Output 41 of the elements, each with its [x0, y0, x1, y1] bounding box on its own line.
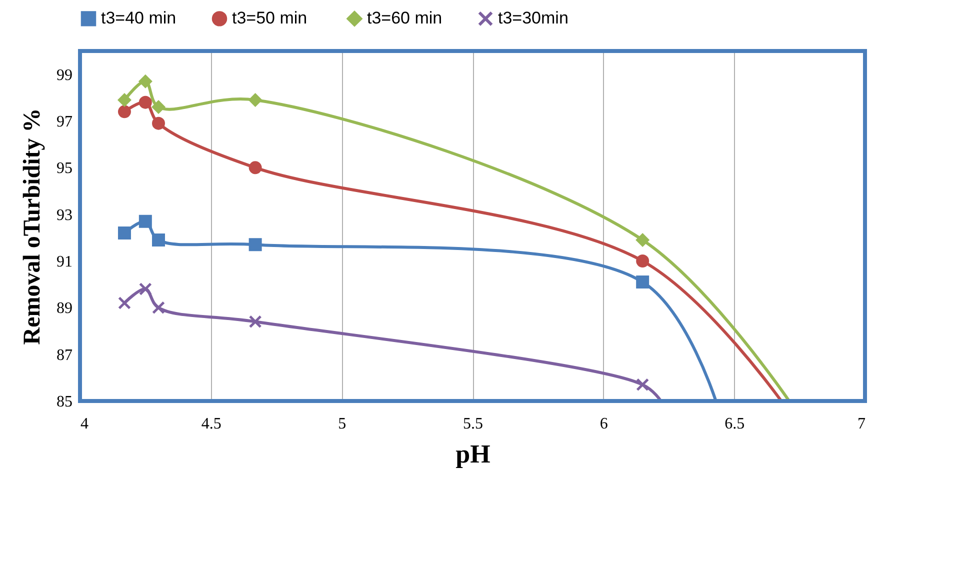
point	[248, 94, 262, 106]
point	[636, 254, 650, 268]
point	[636, 378, 650, 392]
x-tick-label: 5.5	[463, 416, 483, 432]
point	[138, 96, 152, 109]
point	[138, 74, 152, 88]
point	[248, 161, 262, 174]
x-tick-label: 4.5	[201, 416, 222, 432]
point	[248, 238, 262, 252]
point	[152, 100, 165, 114]
y-tick-label: 97	[56, 114, 72, 130]
y-tick-label: 87	[56, 346, 72, 364]
point	[138, 214, 152, 228]
legend-label: t3=50 min	[232, 8, 308, 28]
y-tick-label: 85	[56, 394, 72, 410]
point	[636, 276, 650, 288]
point	[636, 234, 650, 246]
point	[248, 315, 262, 328]
y-tick-label: 89	[56, 300, 72, 318]
y-tick-label: 95	[56, 160, 72, 178]
legend-label: t3=30min	[498, 8, 568, 28]
legend-label: t3=40 min	[101, 8, 176, 28]
y-tick-label: 91	[56, 254, 72, 270]
x-tick-label: 6	[600, 416, 608, 432]
x-axis-title: pH	[456, 440, 490, 468]
point	[118, 296, 131, 310]
point	[152, 234, 165, 246]
point	[138, 282, 152, 296]
y-axis-title: Removal oTurbidity %	[20, 108, 46, 345]
point	[118, 105, 131, 118]
x-tick-label: 4	[80, 416, 88, 432]
x-tick-label: 6.5	[724, 416, 745, 432]
x-tick-label: 5	[338, 416, 346, 432]
legend-label: t3=60 min	[367, 8, 442, 28]
point	[152, 116, 165, 130]
x-tick-label: 7	[858, 416, 866, 432]
point	[118, 94, 131, 106]
point	[152, 301, 165, 314]
point	[118, 226, 131, 240]
y-tick-label: 93	[56, 206, 72, 224]
y-tick-label: 99	[56, 66, 72, 84]
